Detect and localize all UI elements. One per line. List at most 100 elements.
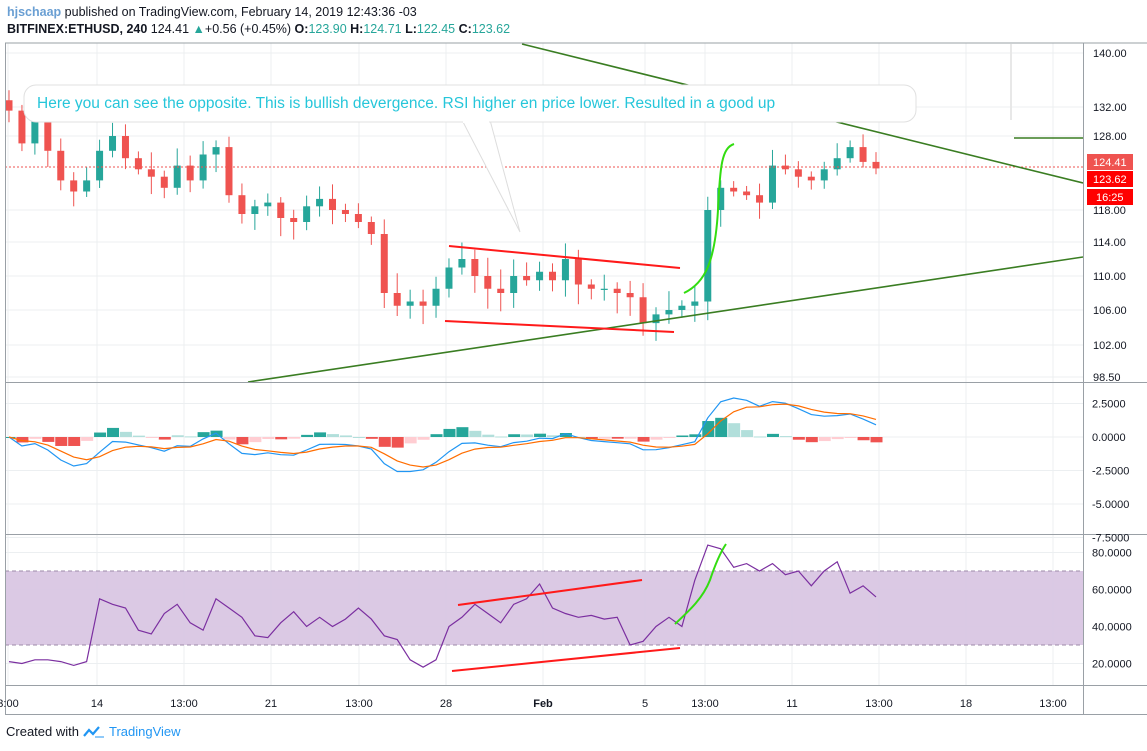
tradingview-logo-icon[interactable]: [83, 725, 105, 739]
rsi-tick-label: 40.0000: [1092, 622, 1132, 634]
red-channel-top: [448, 245, 681, 269]
low-value: 122.45: [416, 22, 456, 36]
candle-body: [173, 165, 181, 188]
macd-histogram-bar: [378, 437, 391, 447]
candle-body: [639, 297, 647, 324]
macd-histogram-bar: [184, 436, 197, 438]
time-tick-label: 21: [265, 698, 277, 710]
price-tick-label: 102.00: [1093, 340, 1127, 352]
macd-pane[interactable]: [5, 383, 1083, 534]
x-axis[interactable]: 3:00 14 13:00 21 13:00 28 Feb 5 13:00 11 13:00 18 13…: [0, 698, 1067, 710]
symbol-label[interactable]: BITFINEX:ETHUSD, 240: [7, 22, 148, 36]
macd-histogram-bar: [55, 437, 68, 446]
y-axis[interactable]: 98.50 102.00 106.00 110.00 114.00 118.00 128.0…: [1092, 48, 1132, 671]
macd-histogram-bar: [443, 428, 456, 437]
macd-histogram-bar: [534, 433, 547, 437]
open-label: O:: [294, 22, 309, 36]
macd-histogram-bar: [339, 435, 352, 437]
macd-histogram-bar: [650, 437, 663, 440]
candle-body: [225, 147, 233, 196]
candle-body: [600, 288, 608, 290]
rsi-series: [8, 543, 877, 672]
candle-body: [574, 259, 582, 285]
candle-body: [678, 305, 686, 310]
annotation-callout[interactable]: Here you can see the opposite. This is b…: [23, 84, 917, 233]
high-value: 124.71: [363, 22, 402, 36]
candle-body: [471, 259, 479, 276]
macd-histogram-bar: [249, 437, 262, 443]
macd-histogram-bar: [94, 432, 107, 437]
green-curve-rsi: [674, 543, 727, 625]
open-value: 123.90: [308, 22, 347, 36]
macd-histogram-bar: [223, 437, 236, 440]
candle-body: [820, 169, 828, 181]
candle-body: [419, 301, 427, 306]
close-value: 123.62: [471, 22, 511, 36]
macd-histogram-bar: [16, 437, 29, 443]
rsi-red-line-top: [457, 579, 643, 606]
candle-body: [613, 288, 621, 293]
candle-body: [846, 147, 854, 159]
rsi-tick-label: 20.0000: [1092, 659, 1132, 671]
candle-body: [691, 301, 699, 306]
candle-body: [277, 202, 285, 218]
macd-histogram-bar: [171, 435, 184, 437]
candle-body: [794, 169, 802, 177]
green-curve-price: [683, 143, 735, 294]
macd-histogram-bar: [456, 427, 469, 437]
candle-body: [717, 187, 725, 210]
candle-body: [484, 276, 492, 289]
macd-series: [5, 397, 883, 473]
candle-body: [756, 195, 764, 203]
publish-info: published on TradingView.com, February 1…: [64, 5, 417, 19]
macd-histogram-bar: [417, 437, 430, 440]
macd-line: [8, 397, 877, 473]
author-name[interactable]: hjschaap: [7, 5, 62, 19]
candle-body: [264, 202, 272, 207]
footer: Created with TradingView: [6, 724, 181, 739]
price-tick-label: 132.00: [1093, 102, 1127, 114]
time-tick-label: 13:00: [345, 698, 373, 710]
macd-histogram-bar: [521, 434, 534, 437]
macd-histogram-bar: [689, 434, 702, 437]
macd-histogram-bar: [611, 437, 624, 439]
macd-histogram-bar: [624, 437, 637, 439]
time-tick-label: 14: [91, 698, 103, 710]
macd-histogram-bar: [391, 437, 404, 448]
macd-tick-label: -5.0000: [1092, 499, 1129, 511]
candle-body: [290, 218, 298, 222]
candle-body: [199, 154, 207, 181]
candle-body: [251, 206, 259, 214]
rsi-line: [8, 544, 877, 668]
macd-histogram-bar: [236, 437, 249, 445]
macd-histogram-bar: [546, 435, 559, 437]
tradingview-brand-link[interactable]: TradingView: [108, 724, 181, 739]
candle-body: [743, 191, 751, 196]
price-tick-label: 98.50: [1093, 372, 1121, 384]
svg-text:16:25: 16:25: [1096, 192, 1124, 204]
macd-histogram-bar: [663, 437, 676, 438]
low-label: L:: [405, 22, 417, 36]
macd-histogram-bar: [314, 432, 327, 437]
macd-histogram-bar: [495, 436, 508, 438]
trendline-lower: [247, 256, 1083, 382]
macd-histogram-bar: [482, 434, 495, 437]
rsi-tick-label: 60.0000: [1092, 585, 1132, 597]
candle-body: [393, 293, 401, 306]
macd-histogram-bar: [728, 423, 741, 437]
price-tick-label: 128.00: [1093, 131, 1127, 143]
price-tick-label: 114.00: [1093, 237, 1126, 249]
macd-histogram-bar: [352, 436, 365, 438]
candle-body: [57, 150, 65, 181]
candle-body: [704, 210, 712, 302]
countdown-badge: [1087, 189, 1133, 205]
svg-text:123.62: 123.62: [1093, 174, 1127, 186]
svg-text:124.41: 124.41: [1093, 157, 1127, 169]
candle-body: [536, 271, 544, 281]
candle-body: [665, 310, 673, 315]
time-tick-label: 18: [960, 698, 972, 710]
macd-histogram-bar: [327, 434, 340, 437]
candle-body: [380, 234, 388, 293]
candle-body: [354, 214, 362, 222]
candle-body: [316, 198, 324, 207]
